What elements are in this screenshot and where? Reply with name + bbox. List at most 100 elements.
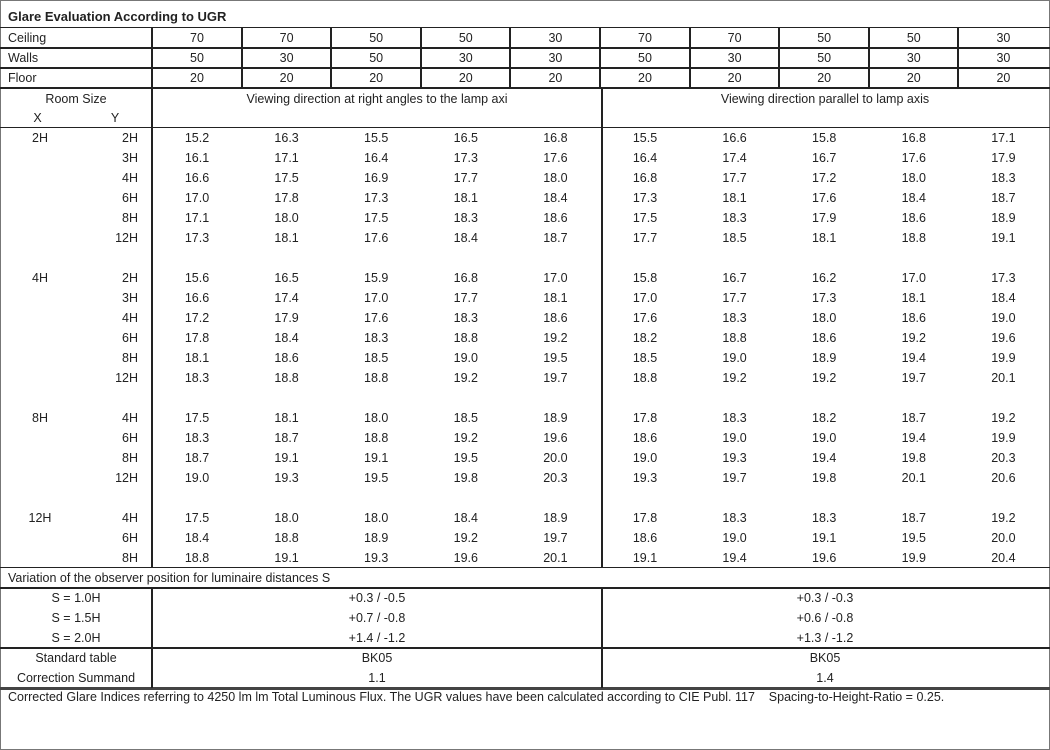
ugr-value: 18.2 [812,411,837,425]
ugr-value: 19.6 [543,431,568,445]
ugr-value: 16.5 [274,271,299,285]
divider [0,87,1050,89]
room-y-value: 4H [122,511,138,525]
ugr-value: 20.3 [543,471,568,485]
divider [0,127,1050,128]
ugr-value: 19.7 [543,371,568,385]
ugr-value: 16.8 [543,131,568,145]
reflectance-value: 70 [279,31,294,45]
divider [601,88,603,568]
reflectance-value: 70 [638,31,652,45]
reflectance-value: 70 [727,31,742,45]
ugr-value: 17.6 [901,151,926,165]
ugr-value: 19.3 [722,451,747,465]
divider [867,28,870,88]
reflectance-value: 50 [458,31,473,45]
ugr-value: 19.4 [901,351,926,365]
room-y-value: 4H [122,411,138,425]
divider [957,28,960,88]
ugr-value: 17.7 [453,171,478,185]
ugr-value: 15.2 [184,131,210,145]
ugr-value: 19.0 [991,311,1016,325]
ugr-value: 17.5 [632,211,658,225]
ugr-value: 15.8 [632,271,658,285]
room-y-value: 6H [122,191,138,205]
reflectance-value: 20 [817,71,832,85]
footnote: Corrected Glare Indices referring to 425… [8,690,945,704]
ugr-value: 17.7 [453,291,478,305]
reflectance-value: 30 [906,51,921,65]
ugr-value: 16.1 [184,151,210,165]
ugr-value: 18.7 [184,451,210,465]
x-label: X [33,111,42,125]
ugr-value: 15.8 [812,131,837,145]
ugr-value: 16.9 [364,171,389,185]
ugr-value: 18.6 [812,331,837,345]
ugr-value: 18.7 [991,191,1016,205]
variation-parallel: +1.3 / -1.2 [796,631,854,645]
divider [601,588,603,688]
ugr-value: 19.7 [543,531,568,545]
ugr-value: 16.7 [722,271,747,285]
ugr-value: 16.6 [184,171,210,185]
divider [419,28,422,88]
ugr-value: 17.3 [184,231,210,245]
y-label: Y [110,111,120,125]
room-y-value: 8H [122,351,138,365]
ugr-value: 17.0 [632,291,658,305]
ugr-value: 19.0 [632,451,658,465]
ugr-value: 18.1 [274,411,299,425]
ugr-value: 18.6 [632,431,658,445]
parallel-heading: Viewing direction parallel to lamp axis [720,92,930,106]
variation-right-angles: +0.7 / -0.8 [348,611,406,625]
ugr-value: 20.0 [991,531,1016,545]
standard-parallel: 1.4 [816,671,834,685]
reflectance-value: 30 [996,31,1011,45]
ugr-value: 18.9 [543,411,568,425]
ugr-value: 18.9 [543,511,568,525]
room-y-value: 12H [115,471,138,485]
ugr-value: 18.6 [632,531,658,545]
standard-right-angles: 1.1 [368,671,386,685]
right-angles-heading: Viewing direction at right angles to the… [246,92,508,106]
ugr-value: 19.6 [812,551,837,565]
standard-right-angles: BK05 [361,651,393,665]
ugr-value: 19.0 [722,351,747,365]
ugr-value: 16.8 [901,131,926,145]
reflectance-value: 30 [548,31,563,45]
ugr-value: 17.9 [812,211,837,225]
standard-parallel: BK05 [809,651,841,665]
ugr-value: 17.8 [632,411,658,425]
ugr-value: 17.0 [543,271,568,285]
ugr-value: 18.8 [632,371,658,385]
ugr-value: 19.5 [364,471,389,485]
room-y-value: 6H [122,431,138,445]
ugr-value: 15.5 [632,131,658,145]
ugr-value: 17.1 [274,151,299,165]
variation-label: S = 1.0H [51,591,101,605]
ugr-value: 18.6 [543,211,568,225]
ugr-value: 16.8 [632,171,658,185]
variation-right-angles: +0.3 / -0.5 [348,591,406,605]
ugr-value: 17.9 [274,311,299,325]
divider [0,587,1050,589]
ugr-value: 17.3 [453,151,478,165]
reflectance-value: 50 [817,31,832,45]
ugr-value: 18.4 [543,191,568,205]
ugr-value: 19.4 [901,431,926,445]
reflectance-value: 20 [279,71,294,85]
ugr-value: 18.5 [364,351,389,365]
ugr-value: 17.2 [812,171,837,185]
ugr-value: 18.4 [453,511,478,525]
ugr-value: 18.8 [184,551,210,565]
ugr-value: 18.8 [364,371,389,385]
divider [151,588,153,688]
ugr-value: 19.3 [632,471,658,485]
ugr-value: 18.0 [901,171,926,185]
ugr-value: 19.5 [453,451,478,465]
ugr-value: 18.6 [901,211,926,225]
room-y-value: 2H [122,271,138,285]
reflectance-value: 20 [190,71,204,85]
ugr-value: 16.4 [364,151,389,165]
ugr-value: 18.3 [722,411,747,425]
